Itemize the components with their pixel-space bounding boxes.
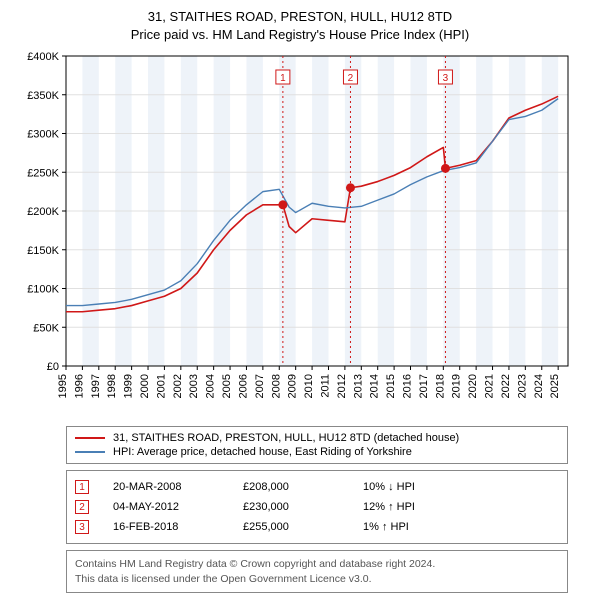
transaction-row: 2 04-MAY-2012£230,00012% ↑ HPI (75, 497, 559, 517)
svg-text:2003: 2003 (188, 374, 200, 398)
svg-text:£300K: £300K (27, 129, 59, 141)
transaction-price: £230,000 (243, 501, 363, 513)
svg-text:1998: 1998 (106, 374, 118, 398)
svg-text:£250K: £250K (27, 168, 59, 180)
transaction-date: 16-FEB-2018 (113, 521, 243, 533)
svg-text:2019: 2019 (451, 374, 463, 398)
legend-swatch (75, 451, 105, 453)
note-line1: Contains HM Land Registry data © Crown c… (75, 557, 559, 571)
svg-text:2015: 2015 (385, 374, 397, 398)
svg-text:2008: 2008 (270, 374, 282, 398)
svg-text:2009: 2009 (287, 374, 299, 398)
transaction-relative: 12% ↑ HPI (363, 501, 559, 513)
svg-text:£400K: £400K (27, 51, 59, 63)
svg-text:2016: 2016 (402, 374, 414, 398)
svg-text:2013: 2013 (352, 374, 364, 398)
svg-text:1997: 1997 (90, 374, 102, 398)
transaction-marker: 3 (75, 520, 89, 534)
transaction-marker: 2 (75, 500, 89, 514)
svg-text:3: 3 (443, 73, 449, 84)
svg-text:1: 1 (280, 73, 286, 84)
chart-svg: £0 £50K £100K £150K £200K £250K £300K £350K £400… (10, 50, 590, 420)
legend-label: HPI: Average price, detached house, East… (113, 446, 412, 458)
note-line2: This data is licensed under the Open Gov… (75, 572, 559, 586)
transactions: 1 20-MAR-2008£208,00010% ↓ HPI 2 04-MAY-201… (66, 470, 568, 544)
legend-row: HPI: Average price, detached house, East… (75, 445, 559, 459)
svg-text:£0: £0 (47, 361, 59, 373)
svg-text:2006: 2006 (237, 374, 249, 398)
transaction-relative: 10% ↓ HPI (363, 481, 559, 493)
svg-text:£50K: £50K (33, 323, 59, 335)
svg-text:2014: 2014 (369, 374, 381, 398)
svg-text:2025: 2025 (549, 374, 561, 398)
legend: 31, STAITHES ROAD, PRESTON, HULL, HU12 8… (66, 426, 568, 464)
svg-text:2007: 2007 (254, 374, 266, 398)
svg-text:2023: 2023 (516, 374, 528, 398)
svg-text:2012: 2012 (336, 374, 348, 398)
svg-text:1996: 1996 (73, 374, 85, 398)
svg-text:2004: 2004 (205, 374, 217, 398)
transaction-marker: 1 (75, 480, 89, 494)
transaction-row: 3 16-FEB-2018£255,0001% ↑ HPI (75, 517, 559, 537)
transaction-row: 1 20-MAR-2008£208,00010% ↓ HPI (75, 477, 559, 497)
svg-text:2001: 2001 (155, 374, 167, 398)
svg-text:2010: 2010 (303, 374, 315, 398)
transaction-date: 04-MAY-2012 (113, 501, 243, 513)
svg-text:1995: 1995 (57, 374, 69, 398)
title-line2: Price paid vs. HM Land Registry's House … (10, 26, 590, 44)
svg-text:2022: 2022 (500, 374, 512, 398)
transaction-relative: 1% ↑ HPI (363, 521, 559, 533)
svg-text:2018: 2018 (434, 374, 446, 398)
page: 31, STAITHES ROAD, PRESTON, HULL, HU12 8… (0, 0, 600, 603)
legend-swatch (75, 437, 105, 439)
title-block: 31, STAITHES ROAD, PRESTON, HULL, HU12 8… (10, 8, 590, 44)
svg-text:£100K: £100K (27, 284, 59, 296)
svg-text:2021: 2021 (484, 374, 496, 398)
footer-note: Contains HM Land Registry data © Crown c… (66, 550, 568, 592)
svg-text:2000: 2000 (139, 374, 151, 398)
legend-label: 31, STAITHES ROAD, PRESTON, HULL, HU12 8… (113, 432, 459, 444)
svg-text:£350K: £350K (27, 90, 59, 102)
svg-text:2024: 2024 (533, 374, 545, 398)
svg-text:2005: 2005 (221, 374, 233, 398)
chart: £0 £50K £100K £150K £200K £250K £300K £350K £400… (10, 50, 590, 420)
svg-text:£150K: £150K (27, 245, 59, 257)
svg-text:1999: 1999 (123, 374, 135, 398)
transaction-price: £255,000 (243, 521, 363, 533)
title-line1: 31, STAITHES ROAD, PRESTON, HULL, HU12 8… (10, 8, 590, 26)
transaction-price: £208,000 (243, 481, 363, 493)
svg-text:2020: 2020 (467, 374, 479, 398)
legend-row: 31, STAITHES ROAD, PRESTON, HULL, HU12 8… (75, 431, 559, 445)
svg-text:2011: 2011 (319, 374, 331, 398)
svg-text:£200K: £200K (27, 206, 59, 218)
svg-text:2: 2 (348, 73, 354, 84)
transaction-date: 20-MAR-2008 (113, 481, 243, 493)
svg-text:2002: 2002 (172, 374, 184, 398)
svg-text:2017: 2017 (418, 374, 430, 398)
